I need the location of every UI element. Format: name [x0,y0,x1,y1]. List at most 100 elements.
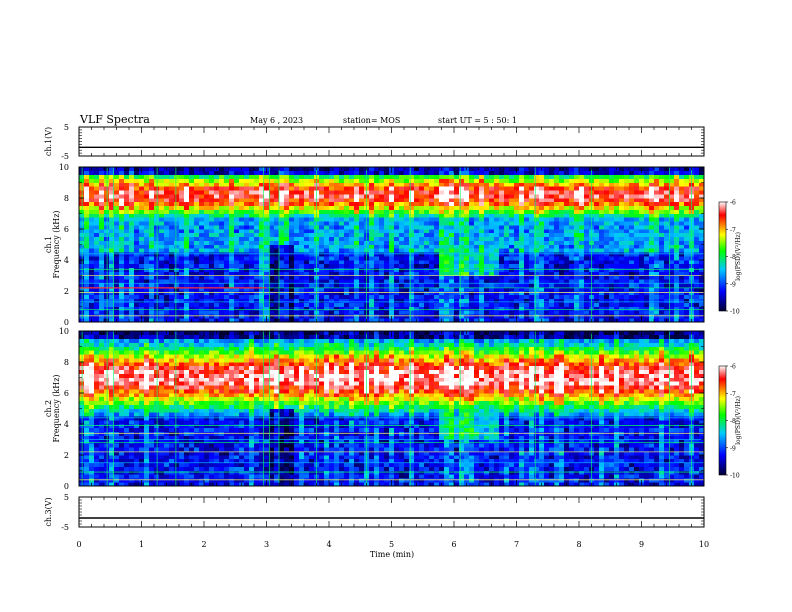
spectrogram-cell [154,178,160,183]
spectrogram-cell [439,178,445,183]
spectrogram-cell [459,271,465,276]
spectrogram-cell [414,217,420,222]
spectrogram-cell [154,205,160,210]
spectrogram-cell [249,260,255,265]
spectrogram-cell [234,232,240,238]
spectrogram-cell [164,298,170,303]
spectrogram-cell [654,209,660,214]
spectrogram-cell [479,260,485,265]
spectrogram-cell [494,263,500,269]
spectrogram-cell [109,240,115,245]
spectrogram-cell [139,244,145,249]
spectrogram-cell [239,263,245,269]
spectrogram-cell [399,167,405,172]
spectrogram-cell [654,178,660,183]
spectrogram-cell [479,236,485,241]
spectrogram-cell [674,198,680,203]
spectrogram-cell [139,221,145,226]
spectrogram-cell [394,252,400,257]
spectrogram-cell [649,260,655,265]
spectrogram-cell [404,248,410,253]
spectrogram-cell [259,209,265,214]
spectrogram-cell [154,314,160,319]
spectrogram-cell [584,198,590,203]
spectrogram-cell [229,221,235,226]
spectrogram-cell [579,201,585,207]
spectrogram-cell [469,198,475,203]
spectrogram-cell [554,194,560,199]
spectrogram-cell [444,174,450,179]
spectrogram-cell [309,182,315,187]
spectrogram-cell [344,260,350,265]
spectrogram-cell [409,283,415,288]
spectrogram-cell [544,167,550,172]
spectrogram-cell [564,271,570,276]
spectrogram-cell [284,271,290,276]
spectrogram-cell [479,213,485,218]
spectrogram-cell [239,275,245,280]
spectrogram-cell [384,225,390,230]
spectrogram-cell [384,167,390,172]
spectrogram-cell [509,302,515,307]
spectrogram-cell [554,275,560,280]
spectrogram-cell [124,229,130,234]
spectrogram-cell [124,178,130,183]
spectrogram-cell [189,209,195,214]
spectrogram-cell [429,240,435,245]
spectrogram-cell [274,298,280,303]
spectrogram-cell [279,198,285,203]
spectrogram-cell [159,294,165,300]
spectrogram-cell [469,236,475,241]
spectrogram-cell [339,240,345,245]
spectrogram-cell [374,306,380,311]
spectrogram-cell [234,298,240,303]
spectrogram-cell [434,198,440,203]
spectrogram-cell [604,306,610,311]
spectrogram-cell [669,271,675,276]
spectrogram-cell [684,318,690,323]
spectrogram-cell [529,256,535,261]
spectrogram-cell [284,252,290,257]
spectrogram-cell [194,232,200,238]
spectrogram-cell [414,248,420,253]
spectrogram-cell [389,306,395,311]
spectrogram-cell [369,232,375,238]
spectrogram-cell [604,205,610,210]
spectrogram-cell [254,167,260,172]
spectrogram-cell [279,298,285,303]
spectrogram-cell [79,244,85,249]
spectrogram-cell [224,260,230,265]
spectrogram-cell [564,221,570,226]
spectrogram-cell [274,314,280,319]
spectrogram-cell [114,232,120,238]
spectrogram-cell [369,275,375,280]
spectrogram-cell [664,298,670,303]
spectrogram-cell [159,229,165,234]
spectrogram-cell [429,287,435,292]
spectrogram-cell [504,221,510,226]
spectrogram-cell [439,232,445,238]
spectrogram-cell [669,190,675,195]
spectrogram-cell [504,225,510,230]
spectrogram-cell [659,298,665,303]
spectrogram-cell [104,283,110,288]
spectrogram-cell [254,170,260,176]
spectrogram-cell [564,240,570,245]
spectrogram-cell [439,190,445,195]
spectrogram-cell [669,283,675,288]
spectrogram-cell [579,244,585,249]
spectrogram-cell [294,256,300,261]
spectrogram-cell [574,190,580,195]
spectrogram-cell [324,225,330,230]
spectrogram-cell [389,225,395,230]
spectrogram-cell [234,170,240,176]
spectrogram-cell [614,252,620,257]
spectrogram-cell [384,291,390,296]
spectrogram-cell [304,291,310,296]
spectrogram-cell [509,217,515,222]
spectrogram-cell [99,244,105,249]
spectrogram-cell [574,314,580,319]
spectrogram-cell [639,279,645,284]
spectrogram-cell [194,240,200,245]
spectrogram-cell [249,217,255,222]
